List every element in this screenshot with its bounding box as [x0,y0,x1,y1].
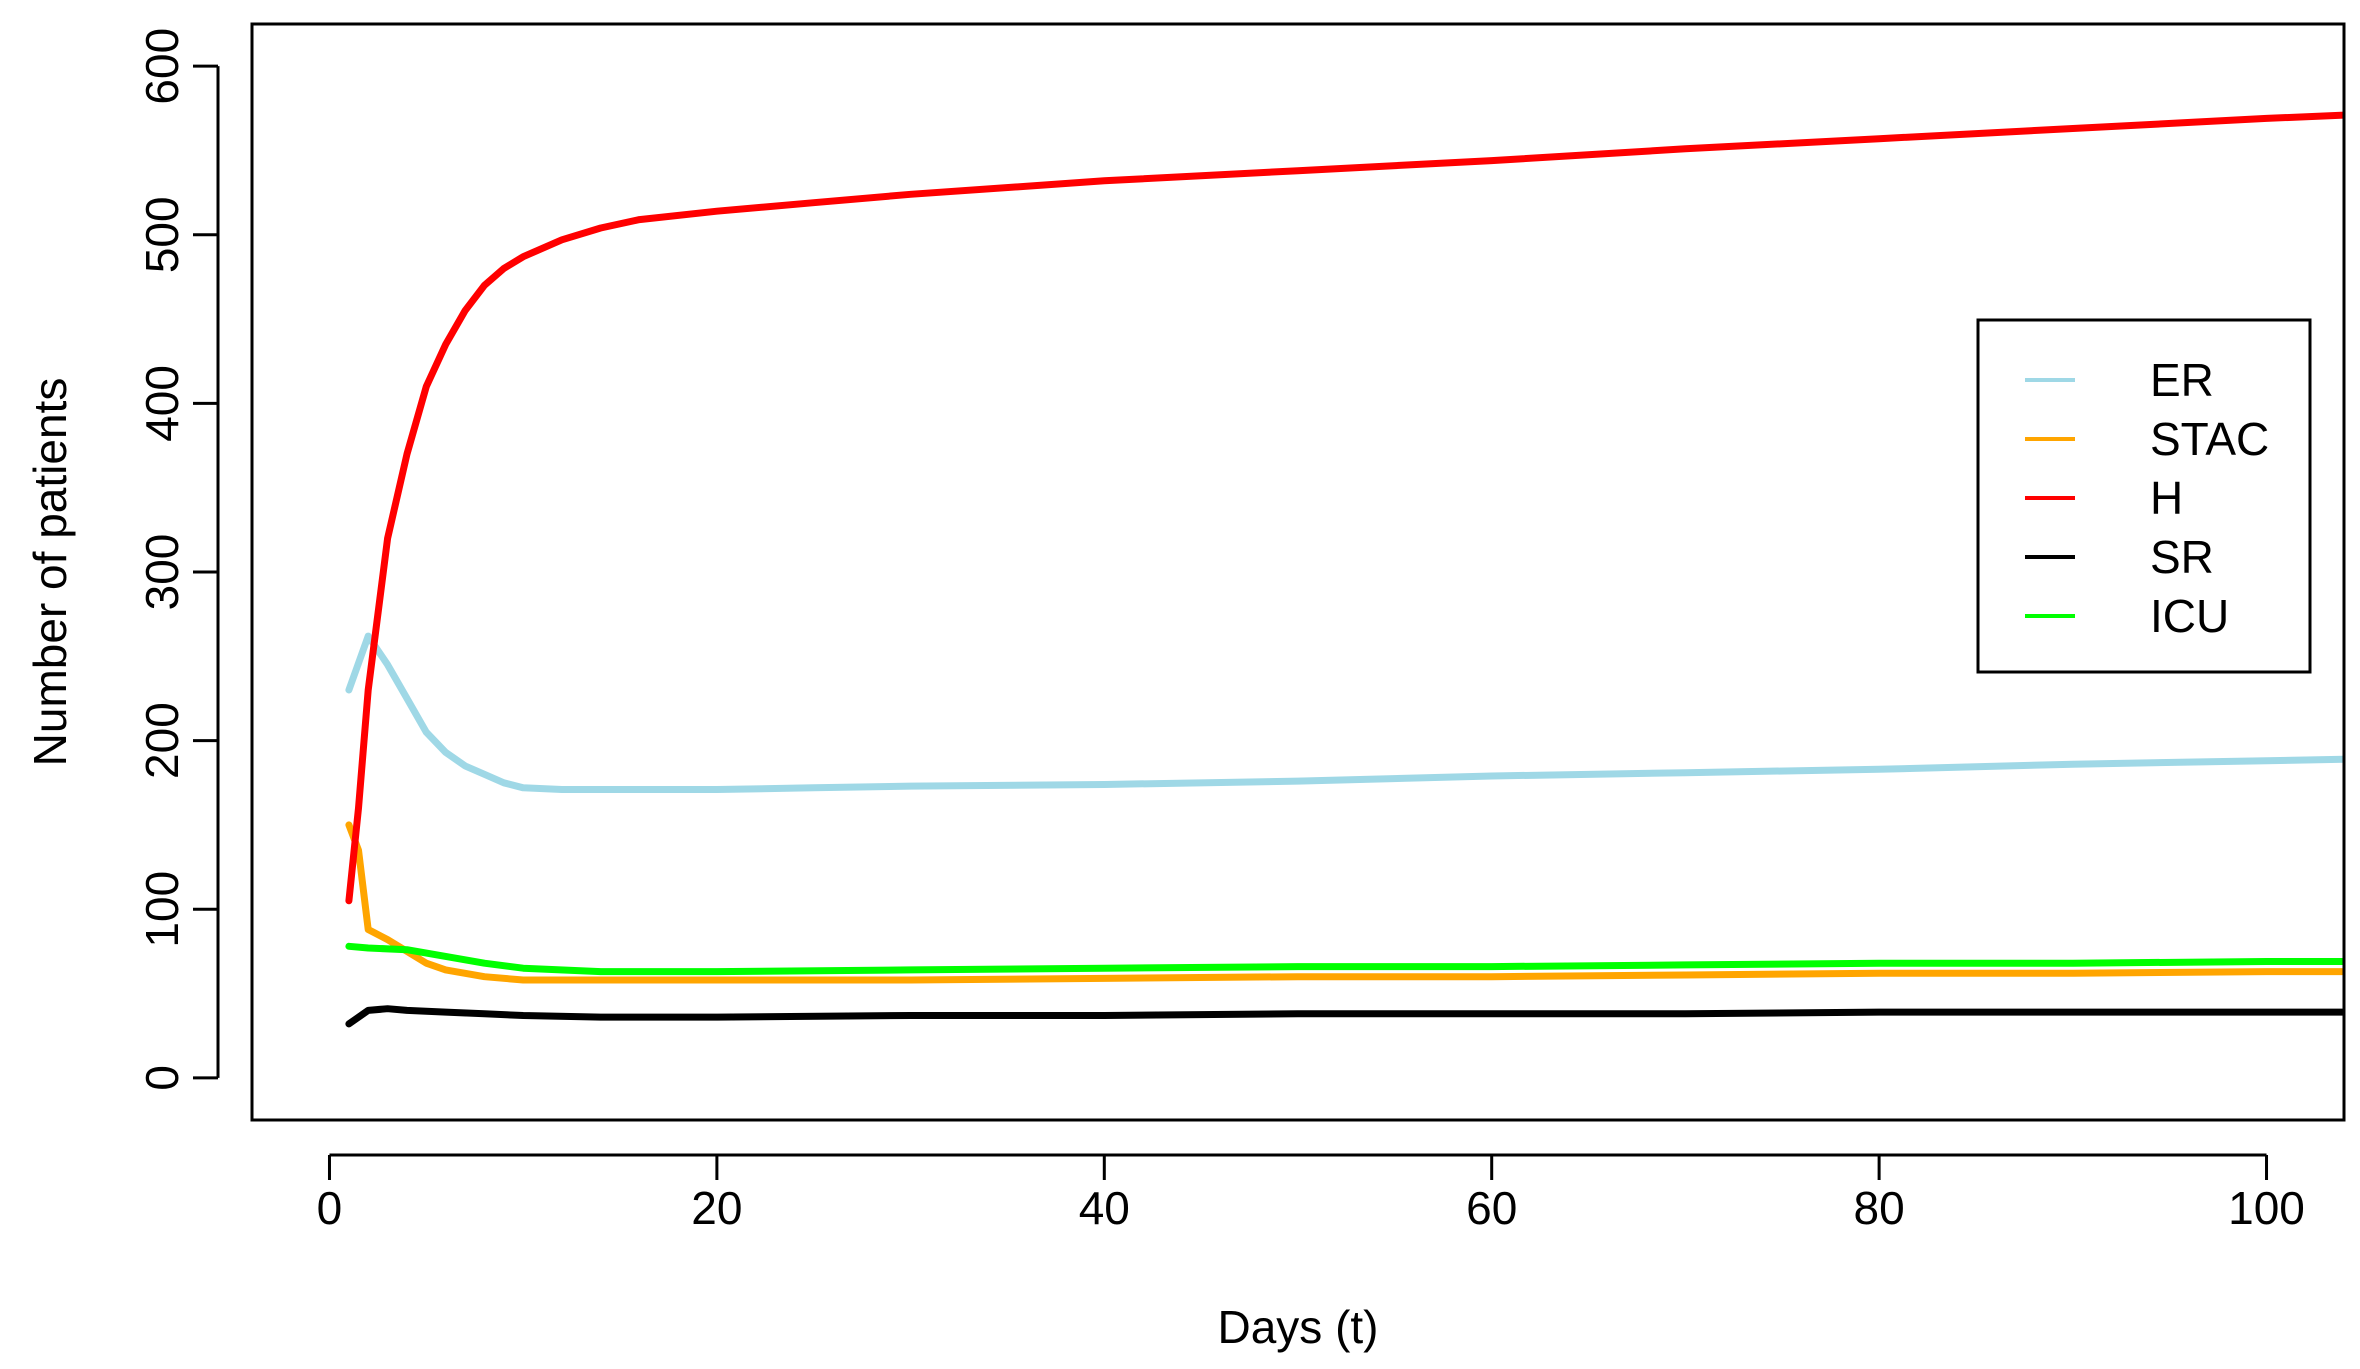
x-tick-label: 60 [1466,1182,1517,1234]
legend-label-icu: ICU [2150,590,2229,642]
x-axis: 0 20 40 60 80 100 [317,1153,2305,1234]
y-tick-label: 400 [136,365,188,442]
y-tick-label: 600 [136,28,188,105]
series-line-er [345,632,2344,793]
series-line-sr [345,1005,2344,1028]
x-tick-label: 40 [1079,1182,1130,1234]
y-axis-label: Number of patients [24,378,76,767]
y-tick-label: 500 [136,196,188,273]
y-tick-label: 200 [136,702,188,779]
plot-frame [250,22,2346,1122]
x-tick-label: 80 [1854,1182,1905,1234]
y-tick-label: 100 [136,871,188,948]
x-tick-label: 20 [691,1182,742,1234]
legend: ER STAC H SR ICU [1976,318,2312,674]
y-tick-label: 0 [136,1065,188,1091]
series-layer [345,111,2344,1028]
series-line-icu [345,942,2344,976]
legend-label-stac: STAC [2150,413,2269,465]
series-line-stac [345,821,2344,984]
y-axis: 0 100 200 300 400 500 600 [136,28,220,1091]
legend-label-h: H [2150,472,2183,524]
y-tick-label: 300 [136,534,188,611]
legend-label-sr: SR [2150,531,2214,583]
x-tick-label: 0 [317,1182,343,1234]
x-tick-label: 100 [2228,1182,2305,1234]
legend-label-er: ER [2150,354,2214,406]
series-line-h [345,111,2344,905]
x-axis-label: Days (t) [1218,1301,1379,1353]
